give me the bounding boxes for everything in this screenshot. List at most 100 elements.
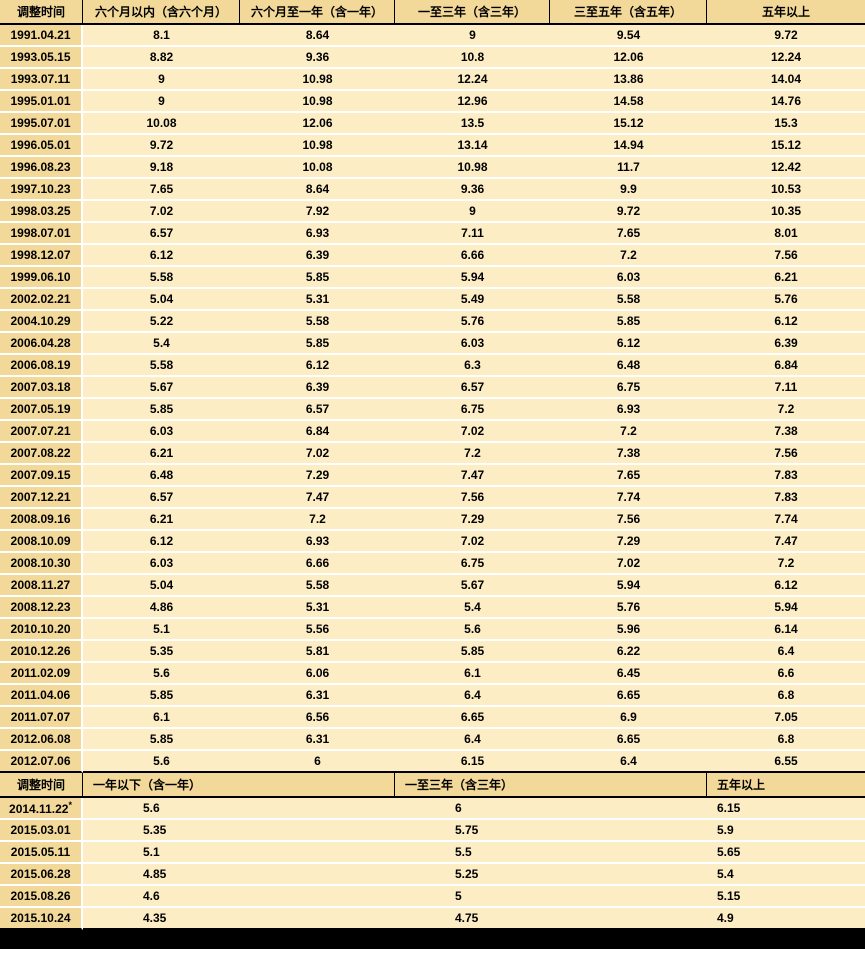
table-row: 1995.01.01910.9812.9614.5814.76 xyxy=(0,91,865,113)
rate-cell: 5.35 xyxy=(83,641,240,663)
table-row: 1998.07.016.576.937.117.658.01 xyxy=(0,223,865,245)
rate-cell: 6.39 xyxy=(240,245,395,267)
rate-cell: 7.56 xyxy=(707,245,865,267)
rate-cell: 15.12 xyxy=(550,113,707,135)
rate-cell: 5.04 xyxy=(83,575,240,597)
rate-cell: 5.85 xyxy=(240,267,395,289)
rate-cell: 6.45 xyxy=(550,663,707,685)
rate-cell: 5.22 xyxy=(83,311,240,333)
rate-cell: 6.12 xyxy=(550,333,707,355)
rate-cell: 6.15 xyxy=(707,798,865,820)
rate-cell: 6.93 xyxy=(240,531,395,553)
rate-cell: 9.18 xyxy=(83,157,240,179)
table-row: 2012.07.065.666.156.46.55 xyxy=(0,751,865,773)
rate-cell: 10.98 xyxy=(395,157,550,179)
rate-cell: 6.31 xyxy=(240,685,395,707)
rate-cell: 7.29 xyxy=(395,509,550,531)
rate-cell: 9 xyxy=(83,91,240,113)
rate-cell: 15.3 xyxy=(707,113,865,135)
rate-cell: 6.21 xyxy=(83,443,240,465)
rate-cell: 4.35 xyxy=(83,908,395,930)
rate-cell: 5.4 xyxy=(83,333,240,355)
date-cell: 1995.07.01 xyxy=(0,113,83,135)
rate-cell: 9.54 xyxy=(550,25,707,47)
rate-cell: 7.02 xyxy=(395,421,550,443)
rate-cell: 6.93 xyxy=(550,399,707,421)
rate-cell: 6.4 xyxy=(395,729,550,751)
table2-header-cell: 五年以上 xyxy=(707,773,865,798)
rate-cell: 6.12 xyxy=(83,531,240,553)
date-cell: 1999.06.10 xyxy=(0,267,83,289)
rate-cell: 12.24 xyxy=(707,47,865,69)
rate-cell: 6.06 xyxy=(240,663,395,685)
date-cell: 2008.09.16 xyxy=(0,509,83,531)
rate-cell: 6.1 xyxy=(83,707,240,729)
rate-cell: 5.56 xyxy=(240,619,395,641)
date-cell: 1997.10.23 xyxy=(0,179,83,201)
date-cell: 2008.12.23 xyxy=(0,597,83,619)
rates-table-container: 调整时间六个月以内（含六个月）六个月至一年（含一年）一至三年（含三年）三至五年（… xyxy=(0,0,865,953)
table-row: 1999.06.105.585.855.946.036.21 xyxy=(0,267,865,289)
table1-header-cell: 六个月至一年（含一年） xyxy=(240,0,395,25)
rate-cell: 6.65 xyxy=(395,707,550,729)
rate-cell: 14.04 xyxy=(707,69,865,91)
rate-cell: 6.12 xyxy=(707,311,865,333)
rate-cell: 6.4 xyxy=(550,751,707,773)
rate-cell: 11.7 xyxy=(550,157,707,179)
rate-cell: 6.1 xyxy=(395,663,550,685)
table2-header-cell: 调整时间 xyxy=(0,773,83,798)
table-row: 1993.07.11910.9812.2413.8614.04 xyxy=(0,69,865,91)
rate-cell: 6.31 xyxy=(240,729,395,751)
rate-cell: 7.56 xyxy=(707,443,865,465)
rate-cell: 4.75 xyxy=(395,908,707,930)
rate-cell: 13.86 xyxy=(550,69,707,91)
rate-cell: 6.65 xyxy=(550,729,707,751)
rate-cell: 7.2 xyxy=(550,421,707,443)
rate-cell: 5.94 xyxy=(707,597,865,619)
rate-cell: 6.14 xyxy=(707,619,865,641)
rate-cell: 10.98 xyxy=(240,135,395,157)
date-cell: 2014.11.22* xyxy=(0,798,83,820)
rate-cell: 7.38 xyxy=(550,443,707,465)
rate-cell: 6.15 xyxy=(395,751,550,773)
rate-cell: 6.75 xyxy=(395,553,550,575)
rate-cell: 5.6 xyxy=(395,619,550,641)
rate-cell: 7.65 xyxy=(83,179,240,201)
rate-cell: 10.98 xyxy=(240,91,395,113)
table-row: 2015.06.284.855.255.4 xyxy=(0,864,865,886)
date-cell: 2010.10.20 xyxy=(0,619,83,641)
table-row: 2008.09.166.217.27.297.567.74 xyxy=(0,509,865,531)
rate-cell: 5.85 xyxy=(550,311,707,333)
rate-cell: 6.66 xyxy=(240,553,395,575)
rate-cell: 7.74 xyxy=(707,509,865,531)
rate-cell: 7.2 xyxy=(707,553,865,575)
rate-cell: 10.98 xyxy=(240,69,395,91)
rate-cell: 5.94 xyxy=(395,267,550,289)
table-row: 2007.05.195.856.576.756.937.2 xyxy=(0,399,865,421)
table-row: 2015.05.115.15.55.65 xyxy=(0,842,865,864)
date-cell: 2007.12.21 xyxy=(0,487,83,509)
table-row: 2010.12.265.355.815.856.226.4 xyxy=(0,641,865,663)
rate-cell: 9.72 xyxy=(550,201,707,223)
rate-cell: 10.08 xyxy=(240,157,395,179)
rate-cell: 6.12 xyxy=(240,355,395,377)
rate-cell: 6.57 xyxy=(83,487,240,509)
rate-cell: 6.8 xyxy=(707,729,865,751)
table-row: 2007.09.156.487.297.477.657.83 xyxy=(0,465,865,487)
date-cell: 2011.04.06 xyxy=(0,685,83,707)
rate-cell: 6.4 xyxy=(395,685,550,707)
rate-cell: 5.58 xyxy=(83,355,240,377)
rate-cell: 14.94 xyxy=(550,135,707,157)
rate-cell: 5.25 xyxy=(395,864,707,886)
rate-cell: 6.75 xyxy=(550,377,707,399)
rate-cell: 6 xyxy=(395,798,707,820)
rate-cell: 5.58 xyxy=(240,575,395,597)
table1-header-cell: 六个月以内（含六个月） xyxy=(83,0,240,25)
rate-cell: 5.76 xyxy=(395,311,550,333)
rate-cell: 7.56 xyxy=(395,487,550,509)
rate-cell: 5.94 xyxy=(550,575,707,597)
rate-cell: 6.9 xyxy=(550,707,707,729)
table-row: 2007.12.216.577.477.567.747.83 xyxy=(0,487,865,509)
rate-cell: 5.6 xyxy=(83,798,395,820)
rate-cell: 4.9 xyxy=(707,908,865,930)
